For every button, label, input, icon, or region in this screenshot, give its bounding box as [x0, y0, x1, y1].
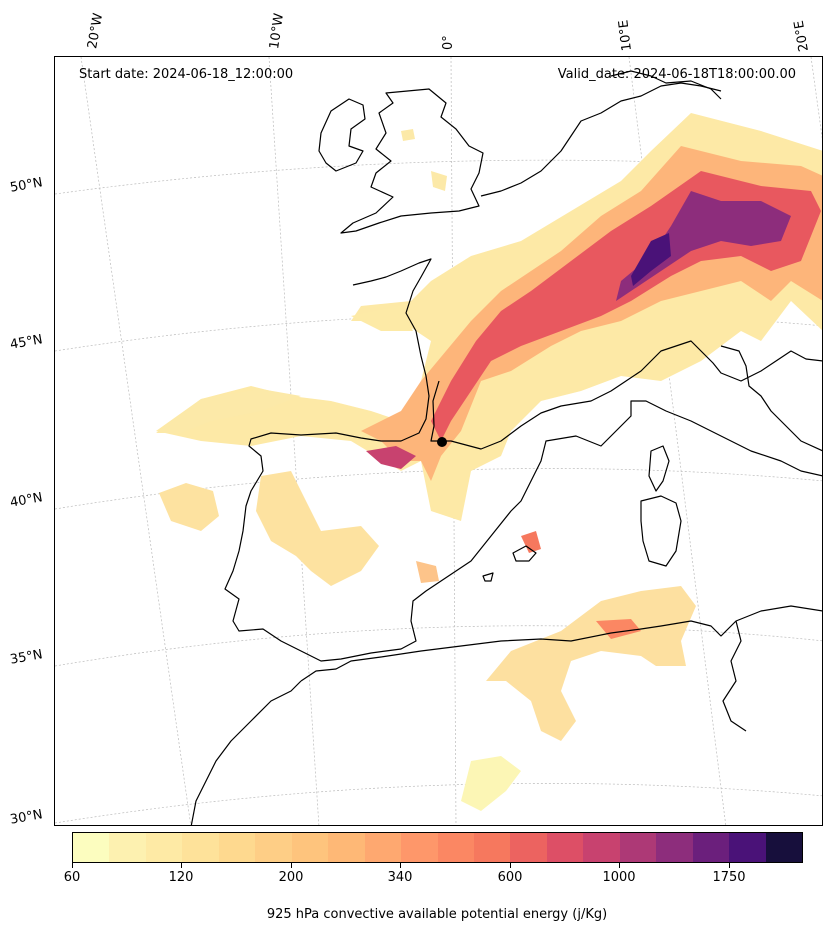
cape-band-peak	[616, 191, 791, 301]
colorbar-segment	[218, 833, 256, 862]
colorbar-tick	[729, 863, 730, 868]
cape-iberia-central	[256, 471, 379, 586]
cape-pyrenees	[366, 446, 416, 469]
coast-balearic	[482, 545, 537, 582]
colorbar-segment	[437, 833, 474, 862]
colorbar-segment	[729, 833, 766, 862]
coast-france-med	[430, 340, 822, 450]
coast-italy	[720, 345, 822, 452]
colorbar-segment	[255, 833, 292, 862]
coast-ireland	[318, 98, 366, 172]
meridian-10w	[268, 57, 320, 825]
cape-field	[156, 113, 822, 811]
coast-north-africa	[300, 605, 822, 682]
colorbar-tick-label: 340	[387, 870, 413, 885]
colorbar	[72, 832, 803, 863]
colorbar-tick	[619, 863, 620, 868]
colorbar-segment	[364, 833, 402, 862]
cape-core	[631, 233, 671, 286]
colorbar-segment	[73, 833, 110, 862]
cape-atlantic-tongue	[156, 389, 301, 433]
colorbar-tick-label: 1000	[602, 870, 636, 885]
map-frame	[54, 56, 823, 826]
colorbar-segment	[765, 833, 803, 862]
colorbar-segment	[109, 833, 146, 862]
lat-label-35n: 35°N	[8, 647, 44, 668]
lat-label-50n: 50°N	[8, 175, 44, 196]
colorbar-tick	[181, 863, 182, 868]
coast-corsica	[648, 445, 670, 492]
start-date-label: Start date: 2024-06-18_12:00:00	[79, 67, 294, 82]
cape-uk-spots	[401, 129, 447, 191]
lon-label-0: 0°	[441, 35, 456, 50]
coast-great-britain	[340, 88, 484, 234]
cape-gascony	[351, 306, 413, 331]
colorbar-tick	[400, 863, 401, 868]
coastlines	[190, 70, 822, 825]
coast-baltic	[610, 70, 722, 100]
colorbar-segment	[328, 833, 365, 862]
coast-sardinia	[640, 495, 682, 567]
cape-iberia-spot	[159, 483, 219, 531]
cape-iberia-east	[416, 561, 439, 583]
colorbar-tick-label: 120	[168, 870, 194, 885]
meridian-20e	[810, 57, 822, 140]
colorbar-segment	[401, 833, 438, 862]
colorbar-segment	[619, 833, 657, 862]
lon-label-10w: 10°W	[267, 12, 287, 50]
parallel-30n	[55, 783, 822, 824]
colorbar-tick	[72, 863, 73, 868]
colorbar-segment	[510, 833, 547, 862]
colorbar-segment	[145, 833, 183, 862]
parallel-35n	[55, 625, 822, 667]
lat-label-30n: 30°N	[8, 807, 44, 828]
cape-sardinia	[521, 531, 541, 553]
colorbar-segment	[692, 833, 730, 862]
colorbar-label: 925 hPa convective available potential e…	[266, 907, 608, 922]
colorbar-tick-label: 200	[278, 870, 304, 885]
coast-tunisia	[722, 620, 747, 732]
lon-label-10e: 10°E	[616, 18, 635, 52]
colorbar-segment	[182, 833, 219, 862]
colorbar-segment	[546, 833, 584, 862]
parallel-40n	[55, 468, 822, 510]
colorbar-tick-label: 600	[497, 870, 523, 885]
colorbar-tick	[510, 863, 511, 868]
coast-france-atlantic	[224, 258, 822, 662]
map-canvas	[55, 57, 822, 825]
colorbar-tick-label: 1750	[712, 870, 746, 885]
lon-label-20w: 20°W	[85, 12, 107, 51]
colorbar-segment	[583, 833, 620, 862]
valid-date-label: Valid_date: 2024-06-18T18:00:00.00	[557, 67, 796, 82]
lat-label-45n: 45°N	[8, 332, 44, 353]
marker-dot	[437, 437, 447, 447]
colorbar-tick	[291, 863, 292, 868]
coast-morocco-atlantic	[190, 680, 302, 825]
colorbar-tick-label: 60	[63, 870, 81, 885]
colorbar-segment	[656, 833, 693, 862]
cape-north-africa	[486, 586, 696, 741]
cape-south-trail	[461, 756, 521, 811]
colorbar-segment	[291, 833, 329, 862]
colorbar-segment	[473, 833, 511, 862]
lon-label-20e: 20°E	[791, 19, 812, 53]
meridian-20w	[80, 57, 192, 825]
coast-benelux-germany	[480, 82, 722, 197]
lat-label-40n: 40°N	[8, 490, 44, 511]
